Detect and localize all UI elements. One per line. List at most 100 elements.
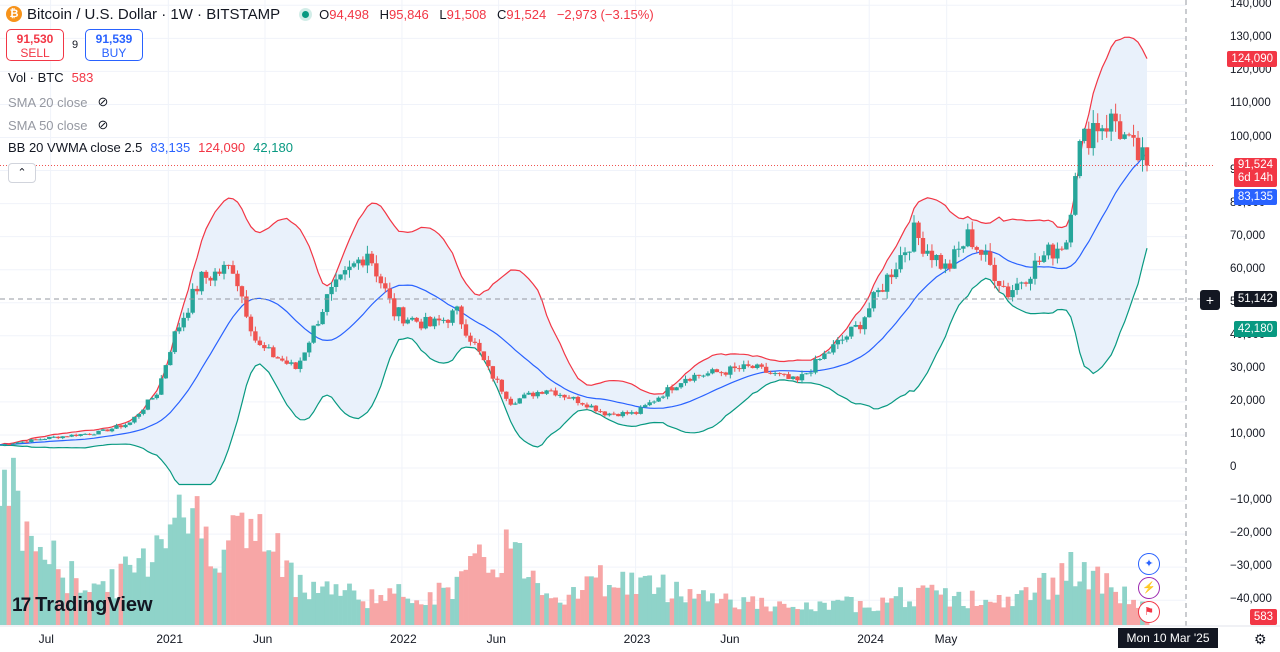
- volume-bar: [302, 592, 308, 625]
- volume-bar: [136, 558, 142, 625]
- candle-body: [172, 331, 177, 353]
- volume-bar: [306, 599, 312, 625]
- settings-gear-icon[interactable]: ⚙: [1254, 631, 1267, 647]
- lightning-icon[interactable]: ⚡: [1138, 577, 1160, 599]
- sma20-indicator-legend[interactable]: SMA 20 close ⊘: [8, 94, 108, 110]
- candle-body: [445, 319, 451, 323]
- candle-body: [436, 318, 442, 321]
- candle-body: [262, 345, 267, 349]
- sma20-label: SMA 20 close: [8, 94, 88, 110]
- candle-body: [584, 404, 590, 408]
- candle-body: [871, 292, 876, 309]
- bollinger-indicator-legend[interactable]: BB 20 VWMA close 2.5 83,135 124,090 42,1…: [8, 140, 293, 155]
- candle-body: [212, 271, 218, 281]
- candle-body: [42, 439, 48, 441]
- volume-bar: [105, 591, 110, 625]
- collapse-legend-button[interactable]: ⌃: [8, 163, 36, 183]
- price-axis-tick-label: 0: [1230, 461, 1237, 473]
- candle-body: [929, 250, 935, 261]
- volume-bar: [212, 568, 218, 625]
- volume-bar: [436, 582, 442, 625]
- volume-bar: [472, 553, 478, 625]
- sell-button[interactable]: 91,530 SELL: [6, 29, 64, 61]
- candle-body: [741, 364, 746, 370]
- volume-bar: [123, 556, 128, 625]
- volume-bar: [557, 602, 563, 625]
- candle-body: [284, 360, 289, 364]
- candle-body: [642, 405, 648, 408]
- candle-body: [275, 357, 280, 359]
- candle-body: [1001, 285, 1006, 287]
- candle-body: [401, 307, 406, 324]
- candle-body: [970, 229, 975, 248]
- candle-body: [199, 271, 204, 292]
- sma50-indicator-legend[interactable]: SMA 50 close ⊘: [8, 117, 108, 133]
- candle-body: [244, 296, 249, 317]
- hidden-eye-icon[interactable]: ⊘: [97, 117, 109, 132]
- candle-body: [499, 379, 505, 392]
- symbol-title-row: ₿ Bitcoin / U.S. Dollar · 1W · BITSTAMP …: [6, 4, 661, 24]
- volume-bar: [1113, 591, 1119, 625]
- candle-body: [638, 407, 643, 414]
- candle-body: [324, 294, 330, 312]
- volume-bar: [553, 597, 558, 625]
- buy-button[interactable]: 91,539 BUY: [85, 29, 143, 61]
- candle-body: [100, 429, 106, 431]
- tradingview-logo[interactable]: 17 TradingView: [12, 594, 153, 617]
- candle-body: [185, 312, 191, 318]
- volume-bar: [468, 556, 473, 625]
- volume-bar: [145, 576, 151, 625]
- candle-body: [656, 397, 661, 402]
- candle-body: [817, 359, 823, 361]
- candle-body: [105, 429, 110, 432]
- candle-body: [47, 436, 52, 440]
- volume-bar: [651, 593, 657, 625]
- volume-bar: [969, 590, 975, 625]
- candle-body: [1032, 260, 1038, 279]
- volume-bar: [82, 590, 88, 625]
- volume-bar: [875, 610, 881, 625]
- volume-bar: [167, 524, 173, 625]
- volume-bar: [118, 563, 124, 625]
- volume-bar: [364, 608, 370, 625]
- candle-body: [490, 366, 496, 379]
- volume-indicator-legend[interactable]: Vol · BTC 583: [8, 70, 93, 85]
- volume-bar: [181, 517, 187, 625]
- volume-bar: [494, 577, 500, 625]
- candle-body: [907, 251, 912, 253]
- candle-body: [87, 433, 92, 435]
- bollinger-lower-line: [0, 248, 1148, 486]
- candle-body: [1131, 135, 1136, 138]
- candle-body: [459, 306, 464, 325]
- candle-body: [1077, 141, 1082, 177]
- volume-bar: [665, 602, 670, 625]
- bollinger-label: BB 20 VWMA close 2.5: [8, 140, 143, 155]
- us-flag-icon[interactable]: ⚑: [1138, 601, 1160, 623]
- candle-body: [539, 392, 545, 394]
- volume-bar: [55, 569, 61, 625]
- volume-bar: [369, 589, 375, 625]
- volume-bar: [992, 602, 998, 625]
- volume-bar: [0, 505, 3, 625]
- volume-bar: [454, 576, 460, 625]
- candle-body: [20, 441, 25, 443]
- volume-bar: [920, 585, 926, 625]
- volume-bar: [190, 508, 196, 625]
- candle-body: [423, 316, 428, 329]
- volume-bar: [1005, 596, 1011, 625]
- crosshair-add-icon[interactable]: +: [1200, 290, 1220, 310]
- volume-bar: [839, 600, 845, 625]
- candle-body: [454, 306, 460, 311]
- volume-bar: [898, 587, 903, 625]
- volume-bar: [60, 577, 66, 625]
- hidden-eye-icon[interactable]: ⊘: [97, 94, 109, 109]
- candle-body: [78, 434, 83, 436]
- ideas-star-icon[interactable]: ✦: [1138, 553, 1160, 575]
- volume-bar: [871, 611, 877, 625]
- candle-body: [602, 411, 608, 416]
- price-axis-tick-label: 10,000: [1230, 427, 1266, 440]
- volume-bar: [786, 607, 791, 625]
- candle-body: [1028, 278, 1033, 284]
- symbol-title[interactable]: Bitcoin / U.S. Dollar · 1W · BITSTAMP: [27, 5, 281, 23]
